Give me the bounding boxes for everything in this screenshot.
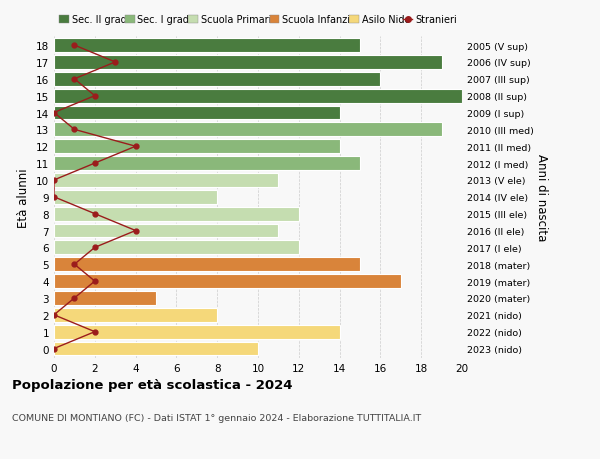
- Text: Popolazione per età scolastica - 2024: Popolazione per età scolastica - 2024: [12, 379, 293, 392]
- Bar: [54, 174, 278, 187]
- Bar: [54, 90, 462, 103]
- Text: COMUNE DI MONTIANO (FC) - Dati ISTAT 1° gennaio 2024 - Elaborazione TUTTITALIA.I: COMUNE DI MONTIANO (FC) - Dati ISTAT 1° …: [12, 413, 421, 422]
- Y-axis label: Anni di nascita: Anni di nascita: [535, 154, 548, 241]
- Bar: [54, 224, 278, 238]
- Bar: [54, 39, 360, 53]
- Bar: [54, 342, 258, 356]
- Bar: [54, 140, 340, 154]
- Legend: Sec. II grado, Sec. I grado, Scuola Primaria, Scuola Infanzia, Asilo Nido, Stran: Sec. II grado, Sec. I grado, Scuola Prim…: [59, 16, 457, 25]
- Bar: [54, 325, 340, 339]
- Bar: [54, 207, 299, 221]
- Y-axis label: Età alunni: Età alunni: [17, 168, 31, 227]
- Bar: [54, 190, 217, 204]
- Bar: [54, 291, 156, 305]
- Bar: [54, 241, 299, 255]
- Bar: [54, 106, 340, 120]
- Bar: [54, 73, 380, 86]
- Bar: [54, 157, 360, 171]
- Bar: [54, 56, 442, 70]
- Bar: [54, 308, 217, 322]
- Bar: [54, 123, 442, 137]
- Bar: [54, 274, 401, 288]
- Bar: [54, 258, 360, 272]
